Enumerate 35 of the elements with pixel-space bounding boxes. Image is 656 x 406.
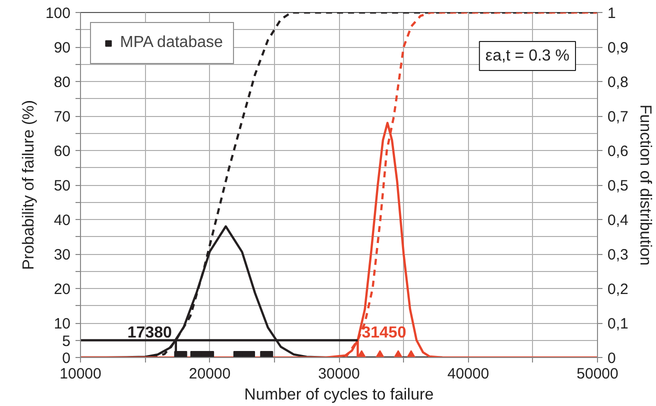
y-tick-label: 100 xyxy=(45,5,71,22)
y-tick-label: 10 xyxy=(54,316,71,332)
y-tick-label: 90 xyxy=(54,40,71,56)
y2-tick-label: 0 xyxy=(608,350,616,367)
y2-tick-label: 0,7 xyxy=(608,108,628,126)
x-tick-label: 20000 xyxy=(188,366,231,382)
y2-tick-label: 0,1 xyxy=(608,316,628,332)
x-axis-title: Number of cycles to failure xyxy=(244,386,434,404)
y-tick-label: 5 xyxy=(62,332,70,350)
x-tick-label: 50000 xyxy=(576,366,618,382)
annotation: 17380 xyxy=(127,324,172,342)
y2-tick-label: 0,5 xyxy=(608,178,628,194)
legend-label: MPA database xyxy=(120,34,223,52)
y-tick-label: 20 xyxy=(54,281,71,298)
y2-tick-label: 0,4 xyxy=(608,212,628,229)
y-tick-label: 60 xyxy=(54,143,71,160)
x-tick-label: 40000 xyxy=(447,366,490,382)
y-tick-label: 80 xyxy=(54,74,71,91)
y2-axis-title: Function of distribution xyxy=(636,104,654,266)
y2-tick-label: 0,3 xyxy=(608,246,628,264)
x-tick-label: 30000 xyxy=(318,366,360,382)
annotation: 31450 xyxy=(362,324,406,342)
y-tick-label: 50 xyxy=(54,178,71,194)
y-tick-label: 40 xyxy=(54,212,71,229)
y2-tick-label: 0,2 xyxy=(608,281,628,298)
y2-tick-label: 0,6 xyxy=(608,143,628,160)
y-axis-title: Probability of failure (%) xyxy=(20,100,38,270)
y2-tick-label: 0,8 xyxy=(608,74,628,91)
annotation: εa,t = 0.3 % xyxy=(485,48,570,64)
y-tick-label: 70 xyxy=(54,108,71,126)
y2-tick-label: 0,9 xyxy=(608,40,628,56)
y-tick-label: 30 xyxy=(54,246,71,264)
y-tick-label: 0 xyxy=(62,350,70,367)
x-tick-label: 10000 xyxy=(60,366,102,382)
y2-tick-label: 1 xyxy=(608,5,616,22)
